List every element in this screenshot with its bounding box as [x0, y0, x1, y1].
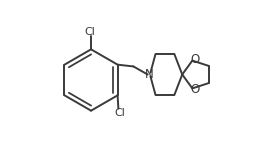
Text: O: O [190, 53, 200, 66]
Text: N: N [145, 68, 153, 81]
Text: O: O [190, 83, 200, 96]
Text: Cl: Cl [115, 108, 126, 118]
Text: Cl: Cl [85, 27, 96, 37]
